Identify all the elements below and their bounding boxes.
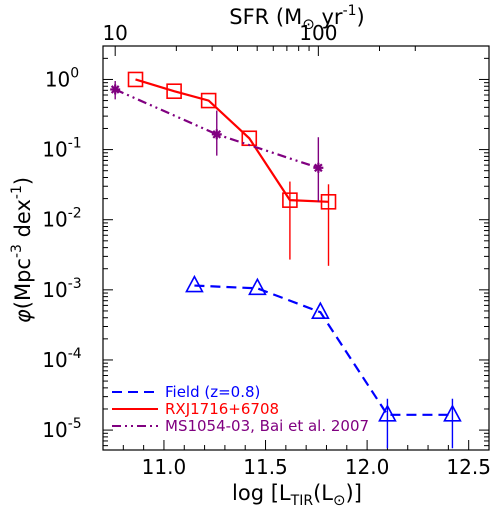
y-tick-label: 100 [45,65,79,91]
square-marker [320,194,337,210]
x-axis-title: log [LTIR(L⊙)] [232,481,362,509]
y-axis-title: φ(Mpc-3 dex-1) [9,177,35,323]
series-2 [110,81,324,202]
top-axis-title: SFR (M⊙ yr-1) [229,3,365,33]
legend-label: RXJ1716+6708 [165,400,279,418]
triangle-marker [378,404,397,422]
x-tick-label: 11.5 [243,455,288,479]
top-tick-label: 10 [102,21,127,45]
square-marker [166,83,182,100]
triangle-marker [248,277,267,296]
asterisk-marker [212,130,222,139]
x-tick-label: 11.0 [142,455,187,479]
series-1 [127,71,337,266]
y-tick-label: 10-2 [42,206,81,232]
square-marker [282,192,298,208]
y-tick-label: 10-4 [42,346,82,372]
legend-label: MS1054-03, Bai et al. 2007 [165,417,369,435]
x-tick-label: 12.5 [446,455,491,479]
series-line [114,88,319,169]
top-tick-label: 100 [299,21,337,45]
asterisk-marker [110,85,120,94]
triangle-marker [311,301,330,319]
y-tick-label: 10-5 [42,416,81,442]
series-0 [185,274,462,449]
triangle-marker [443,404,462,422]
square-marker [200,92,217,109]
square-marker [127,71,144,88]
plot-frame [102,45,490,451]
triangle-marker [185,274,204,293]
axes: 11.0 11.5 12.0 12.5 100 10-1 10-2 10-3 10-4 10-5 1… [42,21,491,479]
y-tick-label: 10-3 [42,276,81,302]
series-line [135,78,329,203]
x-tick-label: 12.0 [345,455,390,479]
series-layer [110,71,462,449]
asterisk-marker [314,163,323,173]
legend-label: Field (z=0.8) [165,383,260,401]
series-line [194,284,453,416]
y-tick-label: 10-1 [42,136,81,162]
